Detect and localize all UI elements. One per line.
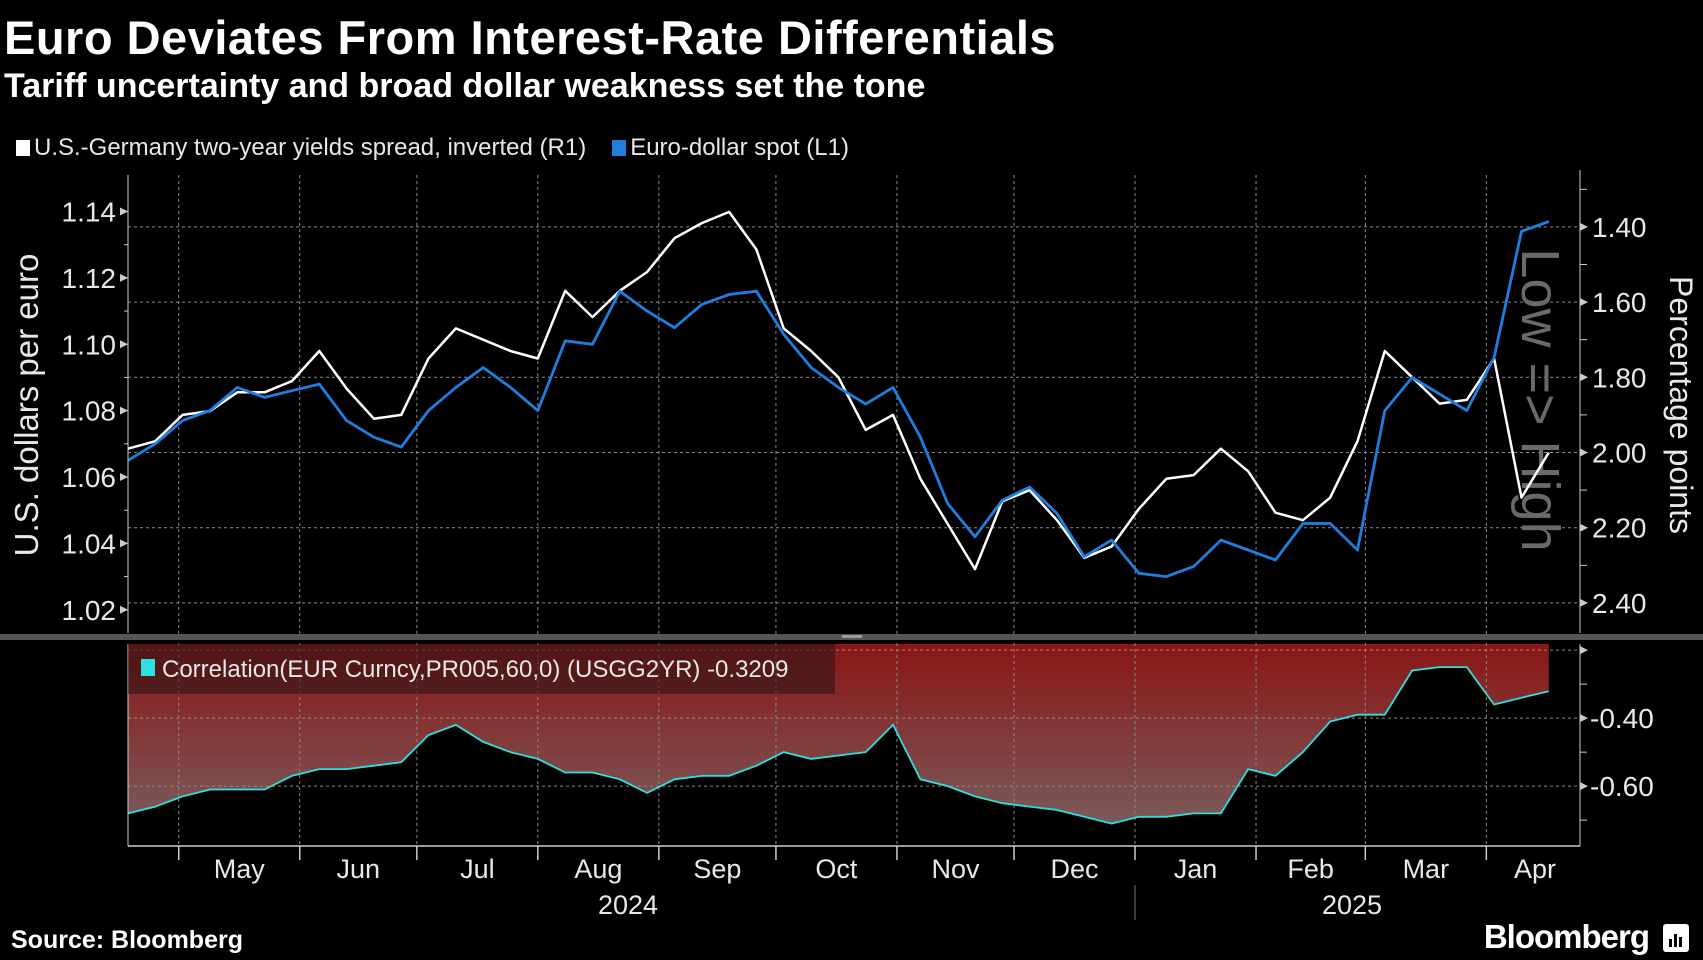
right-tick-label: 2.40 <box>1592 588 1647 619</box>
right-tick-label: 1.80 <box>1592 362 1647 393</box>
x-tick-label: Jun <box>337 854 381 884</box>
left-tick-label: 1.06 <box>62 462 117 493</box>
x-tick-label: Dec <box>1051 854 1099 884</box>
x-tick-label: Oct <box>815 854 858 884</box>
x-tick-label: Jul <box>460 854 495 884</box>
lower-tick <box>1580 714 1588 723</box>
legend: U.S.-Germany two-year yields spread, inv… <box>16 134 849 162</box>
right-tick <box>1580 448 1588 457</box>
x-tick-label: May <box>214 854 266 884</box>
legend-swatch-blue <box>612 140 627 156</box>
legend-item-spread: U.S.-Germany two-year yields spread, inv… <box>16 134 586 162</box>
lower-tick <box>1580 782 1588 791</box>
right-tick <box>1580 222 1588 231</box>
legend-label-spread: U.S.-Germany two-year yields spread, inv… <box>34 134 587 161</box>
right-tick-label: 2.00 <box>1592 438 1647 469</box>
legend-item-eurusd: Euro-dollar spot (L1) <box>612 134 849 162</box>
x-tick-label: Nov <box>931 854 980 884</box>
left-tick <box>120 406 128 415</box>
bloomberg-terminal-icon <box>1663 924 1689 952</box>
panel-resize-handle <box>842 635 862 638</box>
correlation-legend-box <box>128 644 835 694</box>
left-tick <box>120 207 128 216</box>
spread-line <box>127 210 1550 571</box>
x-tick-label: Jan <box>1174 854 1218 884</box>
legend-label-eurusd: Euro-dollar spot (L1) <box>630 134 849 161</box>
right-tick <box>1580 373 1588 382</box>
right-tick <box>1580 598 1588 607</box>
correlation-legend-swatch <box>141 659 155 676</box>
right-tick-label: 2.20 <box>1592 513 1647 544</box>
correlation-legend-label: Correlation(EUR Curncy,PR005,60,0) (USGG… <box>162 656 788 683</box>
left-axis-title: U.S. dollars per euro <box>8 254 45 557</box>
x-tick-label: Mar <box>1403 854 1450 884</box>
chart-frame <box>4 4 1699 956</box>
chart-subtitle: Tariff uncertainty and broad dollar weak… <box>4 67 926 105</box>
left-tick-label: 1.14 <box>62 197 117 228</box>
x-tick-label: Aug <box>574 854 622 884</box>
eurusd-line <box>127 220 1550 578</box>
left-tick-label: 1.12 <box>62 263 117 294</box>
left-tick <box>120 605 128 614</box>
right-tick <box>1580 523 1588 532</box>
left-tick <box>120 273 128 282</box>
left-tick-label: 1.10 <box>62 329 117 360</box>
left-tick <box>120 539 128 548</box>
left-tick-label: 1.08 <box>62 396 117 427</box>
left-tick <box>120 473 128 482</box>
lower-tick-label: -0.60 <box>1590 771 1654 802</box>
lower-tick-label: -0.40 <box>1590 703 1654 734</box>
bloomberg-logo: Bloomberg <box>1483 918 1650 955</box>
x-tick-label: Sep <box>693 854 741 884</box>
right-tick-label: 1.60 <box>1592 287 1647 318</box>
x-tick-label: Apr <box>1514 854 1556 884</box>
legend-swatch-white <box>16 140 30 156</box>
left-tick-label: 1.04 <box>62 528 117 559</box>
lower-top-tick <box>1580 646 1588 655</box>
x-tick-label: Feb <box>1287 854 1334 884</box>
correlation-line <box>127 666 1550 825</box>
right-axis-title: Percentage points <box>1663 276 1699 534</box>
year-label: 2024 <box>598 890 658 920</box>
left-tick-label: 1.02 <box>62 595 117 626</box>
chart-title: Euro Deviates From Interest-Rate Differe… <box>4 11 1057 64</box>
right-tick <box>1580 298 1588 307</box>
source-note: Source: Bloomberg <box>11 926 243 954</box>
right-tick-label: 1.40 <box>1592 212 1647 243</box>
low-high-annotation: Low => High <box>1510 248 1570 551</box>
year-label: 2025 <box>1322 890 1382 920</box>
left-tick <box>120 340 128 349</box>
